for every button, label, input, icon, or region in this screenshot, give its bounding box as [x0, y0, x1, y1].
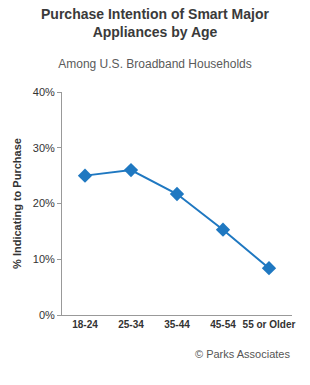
- svg-text:35-44: 35-44: [164, 319, 190, 330]
- svg-text:10%: 10%: [33, 253, 55, 265]
- svg-text:Purchase Intention of Smart Ma: Purchase Intention of Smart MajorApplian…: [41, 6, 269, 40]
- svg-text:18-24: 18-24: [72, 319, 98, 330]
- svg-text:30%: 30%: [33, 142, 55, 154]
- svg-text:0%: 0%: [39, 309, 55, 321]
- svg-text:55 or Older: 55 or Older: [243, 319, 296, 330]
- svg-text:45-54: 45-54: [210, 319, 236, 330]
- svg-text:Among U.S. Broadband Household: Among U.S. Broadband Households: [58, 57, 251, 71]
- svg-text:© Parks Associates: © Parks Associates: [195, 348, 290, 360]
- svg-text:25-34: 25-34: [118, 319, 144, 330]
- svg-text:40%: 40%: [33, 86, 55, 98]
- svg-text:% Indicating to Purchase: % Indicating to Purchase: [11, 138, 23, 269]
- svg-text:20%: 20%: [33, 197, 55, 209]
